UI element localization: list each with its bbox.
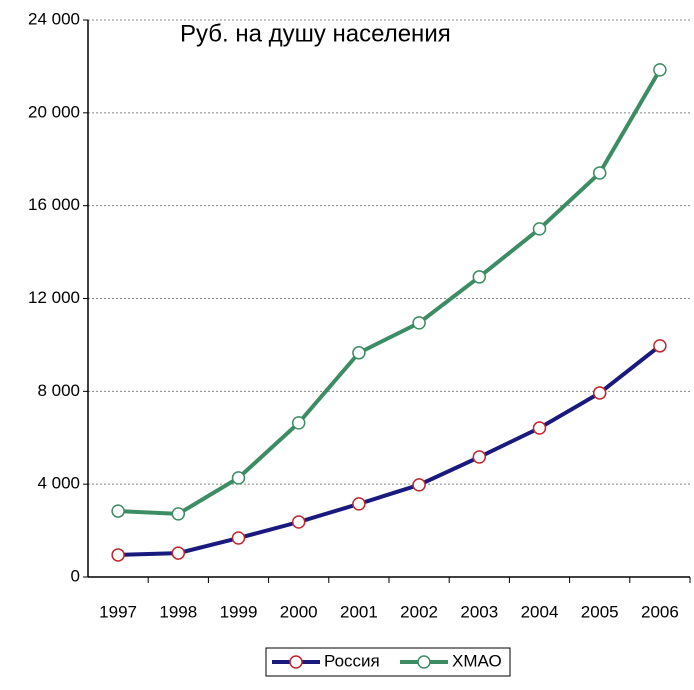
marker <box>592 166 607 180</box>
marker <box>231 531 246 545</box>
marker <box>412 316 426 330</box>
x-tick-label: 2003 <box>460 602 498 621</box>
series-line <box>118 68 662 516</box>
marker <box>532 421 547 435</box>
x-tick-label: 2005 <box>581 602 619 621</box>
marker <box>231 471 246 485</box>
y-tick-label: 8 000 <box>37 381 80 400</box>
series-line <box>118 344 662 557</box>
marker <box>352 346 366 360</box>
x-tick-label: 2001 <box>340 602 378 621</box>
marker <box>171 507 186 521</box>
y-tick-label: 0 <box>71 566 80 585</box>
marker <box>472 450 487 464</box>
marker <box>352 497 366 511</box>
y-tick-label: 12 000 <box>28 288 80 307</box>
x-tick-label: 2004 <box>521 602 559 621</box>
y-tick-label: 16 000 <box>28 195 80 214</box>
legend-label: Россия <box>324 651 380 670</box>
marker <box>472 270 487 284</box>
marker <box>171 546 186 560</box>
y-tick-label: 4 000 <box>37 474 80 493</box>
marker <box>291 515 306 529</box>
legend-marker <box>289 655 303 669</box>
x-tick-label: 2006 <box>641 602 679 621</box>
marker <box>111 548 125 562</box>
x-tick-label: 2000 <box>280 602 318 621</box>
marker <box>532 222 547 236</box>
chart-title: Руб. на душу населения <box>180 20 451 47</box>
x-tick-label: 1999 <box>220 602 258 621</box>
marker <box>291 416 306 430</box>
y-tick-label: 20 000 <box>28 102 80 121</box>
marker <box>653 339 667 353</box>
marker <box>653 63 667 77</box>
y-tick-label: 24 000 <box>28 9 80 28</box>
x-tick-label: 1998 <box>159 602 197 621</box>
marker <box>592 386 607 400</box>
marker <box>412 478 426 492</box>
legend-marker <box>417 655 431 669</box>
legend-label: ХМАО <box>452 651 502 670</box>
x-tick-label: 1997 <box>99 602 137 621</box>
x-tick-label: 2002 <box>400 602 438 621</box>
marker <box>111 504 125 518</box>
